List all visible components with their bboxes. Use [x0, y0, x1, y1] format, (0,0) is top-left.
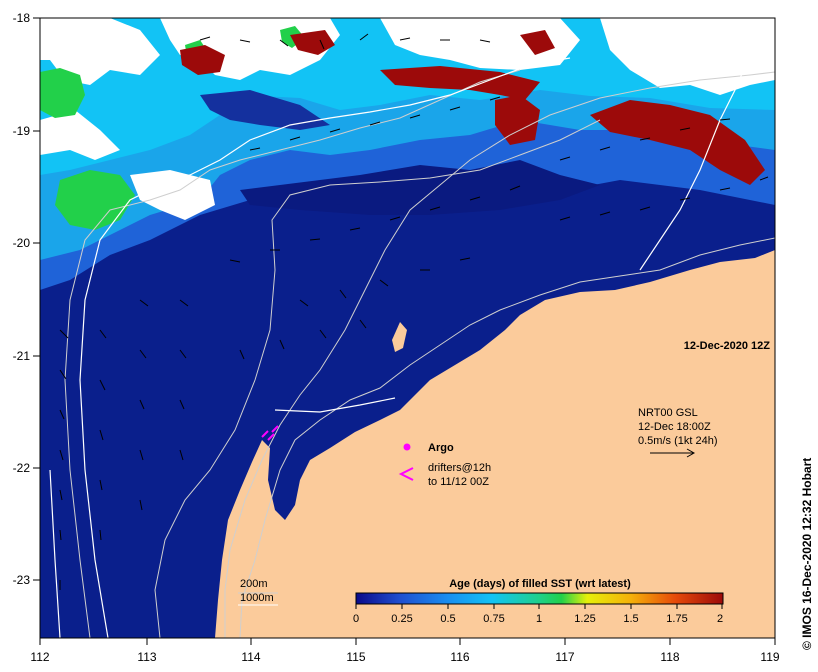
y-axis-labels: -18 -19 -20 -21 -22 -23 [13, 11, 31, 587]
green-patch-2 [55, 170, 135, 230]
y-tick-label: -21 [13, 349, 31, 363]
axis-ticks [33, 17, 776, 645]
colorbar-tick: 1.25 [574, 613, 595, 625]
map-area [40, 18, 775, 638]
colorbar-tick: 0.5 [440, 613, 455, 625]
plot-frame [39, 17, 776, 639]
red-patch-5 [520, 30, 555, 55]
x-tick-label: 112 [30, 650, 49, 664]
x-tick-label: 114 [241, 650, 260, 664]
date-label: 12-Dec-2020 12Z [684, 340, 771, 352]
colorbar-tick: 0.75 [483, 613, 504, 625]
sst-deep-zone-2 [200, 90, 330, 130]
colorbar-tick: 0.25 [391, 613, 412, 625]
red-patch-3 [495, 95, 540, 145]
land-australia [215, 250, 775, 638]
colorbar-title: Age (days) of filled SST (wrt latest) [449, 578, 631, 590]
bathymetry-contours [64, 69, 775, 638]
reference-arrow-head [686, 448, 696, 458]
colorbar-tick: 0 [353, 613, 359, 625]
nrt-line-2: 12-Dec 18:00Z [638, 421, 711, 433]
imos-credit: © IMOS 16-Dec-2020 12:32 Hobart [800, 457, 814, 650]
x-tick-label: 116 [450, 650, 469, 664]
colorbar-tick: 2 [717, 613, 723, 625]
y-tick-label: -20 [13, 236, 31, 250]
contour-1000m-label: 1000m [240, 592, 274, 604]
contour-200m-label: 200m [240, 578, 268, 590]
sst-deep-zone [240, 160, 600, 215]
y-tick-label: -22 [13, 461, 31, 475]
x-tick-label: 115 [346, 650, 365, 664]
red-patch-2 [380, 66, 540, 100]
argo-marker-icon [403, 443, 411, 451]
drifters-label-2: to 11/12 00Z [428, 476, 489, 488]
current-vectors [59, 33, 769, 590]
colorbar-gradient [355, 592, 724, 605]
colorbar-tick: 1 [536, 613, 542, 625]
drifter-marker-icon [398, 467, 414, 481]
nrt-line-1: NRT00 GSL [638, 407, 698, 419]
x-tick-label: 119 [760, 650, 779, 664]
colorbar-tick: 1.75 [666, 613, 687, 625]
green-patch-1 [40, 68, 85, 118]
x-tick-label: 113 [137, 650, 156, 664]
cloud-gap-6 [130, 170, 215, 220]
cloud-gap-3 [380, 18, 580, 70]
x-tick-label: 118 [660, 650, 679, 664]
drifters-label-1: drifters@12h [428, 462, 491, 474]
cloud-gap-1 [40, 18, 160, 85]
contour-legend [238, 592, 278, 606]
nrt-line-3: 0.5m/s (1kt 24h) [638, 435, 717, 447]
contour-1000m [49, 24, 771, 638]
argo-label: Argo [428, 442, 454, 454]
nrt-info: NRT00 GSL 12-Dec 18:00Z 0.5m/s (1kt 24h) [638, 407, 717, 458]
y-tick-label: -23 [13, 573, 31, 587]
cloud-gap-5 [40, 110, 120, 160]
island [392, 322, 407, 352]
colorbar: Age (days) of filled SST (wrt latest) 0 … [353, 578, 724, 625]
y-tick-label: -19 [13, 124, 31, 138]
colorbar-tick: 1.5 [623, 613, 638, 625]
x-axis-labels: 112 113 114 115 116 117 118 119 [30, 650, 779, 664]
argo-drifter-marks [261, 425, 279, 441]
red-patch-1 [180, 45, 225, 75]
x-tick-label: 117 [555, 650, 574, 664]
red-patch-4 [590, 100, 765, 185]
cloud-gap-4 [600, 18, 775, 95]
argo-legend: Argo drifters@12h to 11/12 00Z [398, 442, 491, 488]
y-tick-label: -18 [13, 11, 31, 25]
